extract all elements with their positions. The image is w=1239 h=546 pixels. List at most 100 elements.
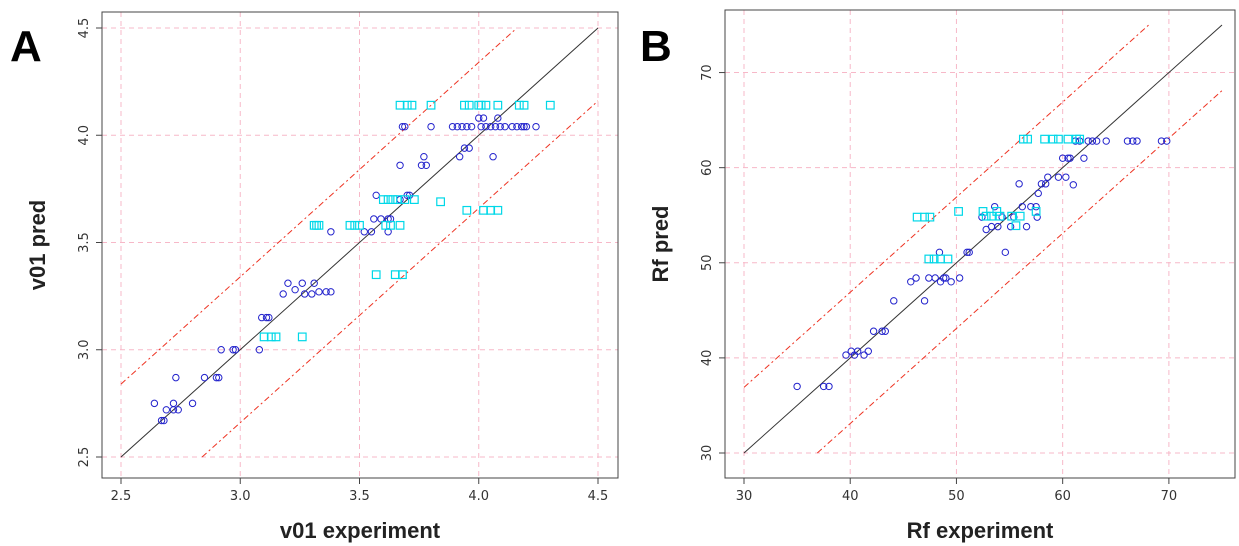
data-point-circle xyxy=(990,202,999,211)
data-point-circle xyxy=(496,122,504,131)
x-tick-label: 50 xyxy=(948,489,965,504)
data-point-circle xyxy=(1129,137,1137,145)
x-axis-title: v01 experiment xyxy=(280,518,441,543)
data-point-square xyxy=(1040,134,1050,144)
data-point-square xyxy=(436,197,445,207)
data-point-square xyxy=(426,100,436,110)
data-point-square xyxy=(920,212,929,222)
y-tick-label: 4.0 xyxy=(77,125,92,146)
data-point-circle xyxy=(860,351,868,359)
data-point-circle xyxy=(1062,173,1070,181)
data-point-circle xyxy=(396,195,404,204)
data-point-circle xyxy=(231,346,240,354)
data-point-square xyxy=(1023,134,1033,144)
data-point-circle xyxy=(520,122,528,131)
data-point-circle xyxy=(188,399,197,408)
data-point-circle xyxy=(453,122,461,131)
data-point-circle xyxy=(1157,137,1166,145)
identity-line xyxy=(743,24,1223,454)
data-point-square xyxy=(929,254,939,264)
data-point-circle xyxy=(169,399,178,408)
data-point-circle xyxy=(417,161,426,169)
data-point-square xyxy=(925,212,935,222)
data-point-square xyxy=(271,332,281,342)
data-point-circle xyxy=(174,406,182,414)
x-tick-label: 70 xyxy=(1161,489,1178,504)
data-point-square xyxy=(390,270,400,280)
data-point-circle xyxy=(1044,173,1052,181)
x-tick-label: 2.5 xyxy=(111,489,132,504)
data-point-circle xyxy=(1092,137,1101,145)
data-point-square xyxy=(355,220,364,230)
data-point-circle xyxy=(398,122,407,131)
data-point-circle xyxy=(300,290,309,298)
data-point-circle xyxy=(200,373,209,382)
data-point-circle xyxy=(215,373,223,382)
scatter-plot-rf: 30 40 50 60 70 30 40 50 60 70 Rf experiment Rf pred xyxy=(648,9,1236,543)
data-point-circle xyxy=(925,274,933,282)
data-point-circle xyxy=(160,416,168,425)
y-tick-label: 3.0 xyxy=(77,339,92,360)
data-point-circle xyxy=(1084,137,1092,145)
data-point-circle xyxy=(522,122,531,131)
data-point-square xyxy=(462,205,472,215)
y-axis-title: v01 pred xyxy=(25,200,50,291)
data-point-circle xyxy=(322,288,330,296)
data-point-circle xyxy=(517,122,526,131)
data-point-square xyxy=(978,207,988,216)
data-point-circle xyxy=(939,274,948,282)
data-point-circle xyxy=(1066,154,1074,162)
data-point-circle xyxy=(396,161,404,169)
data-point-circle xyxy=(878,327,886,335)
panel-label-b: B xyxy=(640,22,672,71)
data-point-circle xyxy=(422,161,430,169)
data-point-circle xyxy=(1006,222,1015,231)
y-tick-label: 70 xyxy=(700,64,715,81)
data-point-circle xyxy=(869,327,878,335)
data-point-square xyxy=(1015,211,1025,221)
data-point-square xyxy=(481,100,491,110)
data-point-square xyxy=(266,332,276,342)
x-tick-label: 60 xyxy=(1054,489,1071,504)
data-point-square xyxy=(381,220,391,230)
data-point-circle xyxy=(401,122,409,131)
y-tick-label: 2.5 xyxy=(77,447,92,468)
data-point-circle xyxy=(1163,137,1171,145)
data-point-square xyxy=(309,220,319,230)
data-point-circle xyxy=(1001,248,1010,257)
data-point-circle xyxy=(955,274,964,282)
data-point-circle xyxy=(367,228,376,236)
data-point-square xyxy=(519,100,529,110)
data-point-circle xyxy=(460,144,469,152)
data-point-square xyxy=(981,211,991,221)
data-point-square xyxy=(395,220,405,230)
data-point-circle xyxy=(291,285,299,294)
prediction-band-upper-band xyxy=(120,29,515,385)
data-point-square xyxy=(383,195,393,205)
data-point-circle xyxy=(1032,202,1040,211)
data-point-circle xyxy=(513,122,521,131)
data-point-circle xyxy=(1022,222,1031,231)
data-point-square xyxy=(995,211,1005,221)
data-point-circle xyxy=(377,215,385,223)
data-point-square xyxy=(378,195,388,205)
data-point-circle xyxy=(420,153,428,161)
data-point-circle xyxy=(890,297,898,305)
data-point-circle xyxy=(819,382,828,391)
data-point-circle xyxy=(947,278,955,286)
data-point-circle xyxy=(987,222,996,231)
data-point-circle xyxy=(1027,202,1035,211)
data-point-circle xyxy=(310,279,318,287)
data-point-square xyxy=(1031,207,1041,216)
data-point-circle xyxy=(229,346,237,354)
data-point-circle xyxy=(994,222,1002,231)
data-point-square xyxy=(1075,134,1085,144)
data-point-circle xyxy=(1034,189,1042,198)
data-point-circle xyxy=(494,114,502,122)
data-point-circle xyxy=(162,406,171,414)
data-point-square xyxy=(386,220,395,230)
data-point-square xyxy=(464,100,474,110)
x-tick-label: 3.5 xyxy=(349,489,370,504)
data-point-circle xyxy=(1033,213,1041,221)
data-point-circle xyxy=(315,288,323,296)
